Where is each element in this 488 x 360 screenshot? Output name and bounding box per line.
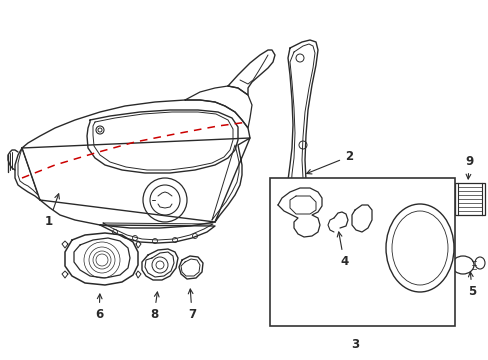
Text: 5: 5	[467, 272, 475, 298]
Circle shape	[96, 126, 104, 134]
Circle shape	[295, 54, 304, 62]
Ellipse shape	[451, 256, 473, 274]
Text: 3: 3	[350, 338, 358, 351]
Bar	[269, 178, 454, 326]
Text: 8: 8	[150, 292, 159, 321]
Circle shape	[142, 178, 186, 222]
Circle shape	[150, 185, 180, 215]
Text: 9: 9	[464, 155, 472, 179]
Ellipse shape	[385, 204, 453, 292]
Circle shape	[152, 238, 157, 243]
Text: 4: 4	[337, 232, 347, 268]
Circle shape	[172, 238, 177, 243]
Circle shape	[298, 141, 306, 149]
Ellipse shape	[474, 257, 484, 269]
Text: 2: 2	[306, 150, 352, 174]
Circle shape	[112, 230, 117, 234]
Bar	[454, 183, 484, 215]
Circle shape	[132, 235, 137, 240]
Text: 7: 7	[187, 289, 196, 321]
Text: 6: 6	[95, 294, 103, 321]
Circle shape	[98, 128, 102, 132]
Circle shape	[297, 201, 305, 209]
Text: 1: 1	[45, 194, 59, 228]
Circle shape	[192, 234, 197, 238]
